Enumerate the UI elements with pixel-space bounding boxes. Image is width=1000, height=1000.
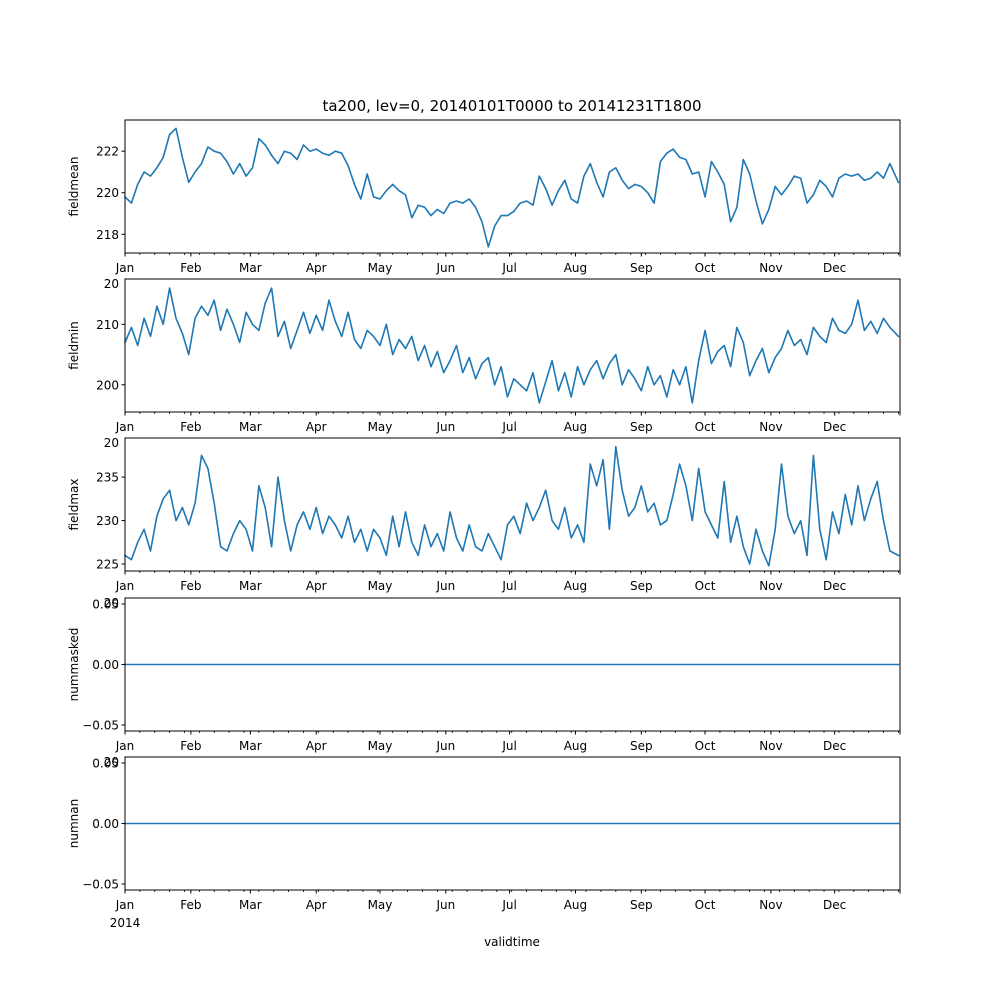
x-tick-label-fieldmean: Jul [501,261,516,275]
x-tick-label-numnan: Sep [630,898,653,912]
y-tick-label-nummasked: −0.05 [82,718,119,732]
clipped-tick-label-nummasked: 20 [104,596,119,610]
x-tick-label-fieldmin: Jan [115,420,135,434]
x-tick-label-fieldmin: Feb [180,420,201,434]
axes-frame-fieldmax [124,437,901,572]
x-tick-label-fieldmax: May [368,579,393,593]
y-tick-label-fieldmin: 210 [96,318,119,332]
x-tick-label-fieldmax: Feb [180,579,201,593]
chart-title: ta200, lev=0, 20140101T0000 to 20141231T… [322,97,701,115]
x-tick-label-numnan: Nov [759,898,782,912]
y-tick-label-numnan: 0.05 [92,757,119,771]
y-axis-label-numnan: numnan [67,799,81,848]
x-axis-label: validtime [484,935,540,949]
x-tick-label-numnan: Dec [823,898,846,912]
y-tick-label-fieldmean: 220 [96,186,119,200]
x-tick-label-nummasked: Nov [759,739,782,753]
x-tick-label-fieldmax: Apr [306,579,327,593]
x-year-label: 2014 [110,916,141,930]
x-tick-label-fieldmax: Jul [501,579,516,593]
x-tick-label-numnan: May [368,898,393,912]
series-line-fieldmin [123,287,900,404]
x-tick-label-nummasked: Jan [115,739,135,753]
x-tick-label-nummasked: Apr [306,739,327,753]
y-tick-label-numnan: −0.05 [82,877,119,891]
x-tick-label-fieldmax: Nov [759,579,782,593]
y-axis-label-fieldmean: fieldmean [67,157,81,217]
y-tick-label-fieldmax: 235 [96,471,119,485]
x-tick-label-fieldmean: Jun [435,261,455,275]
y-tick-label-fieldmax: 230 [96,514,119,528]
x-tick-label-fieldmax: Sep [630,579,653,593]
x-tick-label-numnan: Jul [501,898,516,912]
y-axis-label-nummasked: nummasked [67,628,81,702]
x-tick-label-fieldmax: Dec [823,579,846,593]
x-tick-label-nummasked: Jul [501,739,516,753]
clipped-tick-label-fieldmin: 20 [104,277,119,291]
x-tick-label-nummasked: Dec [823,739,846,753]
x-tick-label-fieldmean: Oct [695,261,716,275]
x-tick-label-nummasked: Sep [630,739,653,753]
x-tick-label-numnan: Feb [180,898,201,912]
x-tick-label-numnan: Jun [435,898,455,912]
x-tick-label-fieldmean: Apr [306,261,327,275]
x-tick-label-fieldmin: Apr [306,420,327,434]
panel-fieldmax: 225 230 235 20 fieldmax Jan Feb Mar Apr May Jun Jul… [67,436,901,593]
x-tick-label-numnan: Jan [115,898,135,912]
y-tick-label-fieldmean: 218 [96,228,119,242]
clipped-tick-label-fieldmax: 20 [104,436,119,450]
x-tick-label-nummasked: Jun [435,739,455,753]
series-line-fieldmax [123,445,900,567]
x-tick-label-fieldmean: Nov [759,261,782,275]
x-tick-label-fieldmean: Dec [823,261,846,275]
x-tick-label-fieldmin: Sep [630,420,653,434]
panel-fieldmin: 200 210 20 fieldmin Jan Feb Mar Apr May Jun Jul Aug… [67,277,901,434]
y-tick-label-fieldmax: 225 [96,558,119,572]
x-tick-label-nummasked: May [368,739,393,753]
y-tick-label-fieldmin: 200 [96,378,119,392]
x-tick-label-fieldmin: Oct [695,420,716,434]
series-line-fieldmean [123,127,900,248]
x-tick-label-fieldmax: Jun [435,579,455,593]
axes-frame-fieldmean [124,119,901,254]
panels-container: 218 220 222 fieldmean Jan Feb Mar Apr May Jun Jul A… [67,119,901,912]
x-tick-label-fieldmean: May [368,261,393,275]
y-tick-label-numnan: 0.00 [92,817,119,831]
x-tick-label-nummasked: Feb [180,739,201,753]
y-axis-label-fieldmax: fieldmax [67,478,81,530]
x-tick-label-fieldmean: Aug [564,261,587,275]
y-tick-label-nummasked: 0.05 [92,598,119,612]
axes-frame-fieldmin [124,278,901,413]
x-tick-label-numnan: Aug [564,898,587,912]
x-tick-label-fieldmin: Dec [823,420,846,434]
x-tick-label-fieldmax: Mar [239,579,262,593]
x-tick-label-numnan: Apr [306,898,327,912]
x-tick-label-fieldmax: Oct [695,579,716,593]
x-tick-label-numnan: Mar [239,898,262,912]
x-tick-label-nummasked: Mar [239,739,262,753]
x-tick-label-fieldmean: Jan [115,261,135,275]
y-axis-label-fieldmin: fieldmin [67,321,81,370]
y-tick-label-fieldmean: 222 [96,145,119,159]
x-tick-label-fieldmin: May [368,420,393,434]
panel-fieldmean: 218 220 222 fieldmean Jan Feb Mar Apr May Jun Jul A… [67,119,901,275]
x-tick-label-fieldmax: Aug [564,579,587,593]
x-tick-label-fieldmin: Jul [501,420,516,434]
x-tick-label-fieldmean: Feb [180,261,201,275]
x-tick-label-fieldmax: Jan [115,579,135,593]
x-tick-label-fieldmin: Mar [239,420,262,434]
x-tick-label-nummasked: Oct [695,739,716,753]
x-tick-label-fieldmean: Sep [630,261,653,275]
x-tick-label-fieldmin: Nov [759,420,782,434]
x-tick-label-fieldmean: Mar [239,261,262,275]
y-tick-label-nummasked: 0.00 [92,658,119,672]
x-tick-label-numnan: Oct [695,898,716,912]
x-tick-label-nummasked: Aug [564,739,587,753]
clipped-tick-label-numnan: 20 [104,755,119,769]
x-tick-label-fieldmin: Jun [435,420,455,434]
x-tick-label-fieldmin: Aug [564,420,587,434]
